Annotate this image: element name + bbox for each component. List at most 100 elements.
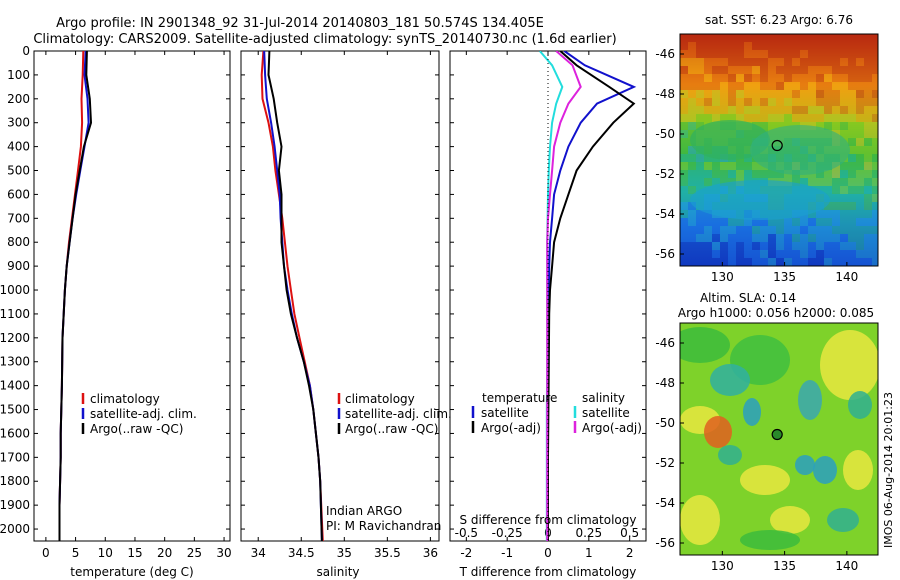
sst-pixel (848, 258, 856, 266)
sst-pixel (720, 114, 728, 122)
sla-lat-label: -56 (655, 536, 675, 550)
sst-pixel (832, 50, 840, 58)
sst-pixel (808, 178, 816, 186)
sst-pixel (760, 114, 768, 122)
sst-pixel (800, 106, 808, 114)
sst-pixel (752, 218, 760, 226)
sst-pixel (856, 226, 864, 234)
sst-pixel (720, 226, 728, 234)
sst-pixel (856, 82, 864, 90)
sst-pixel (792, 50, 800, 58)
sst-pixel (800, 178, 808, 186)
sst-pixel (848, 146, 856, 154)
sst-pixel (856, 74, 864, 82)
depth-tick-label: 1400 (0, 379, 30, 393)
sst-pixel (864, 106, 872, 114)
salinity-note-program: Indian ARGO (326, 504, 402, 518)
sst-pixel (832, 218, 840, 226)
sst-pixel (848, 50, 856, 58)
sst-pixel (856, 34, 864, 42)
sst-pixel (824, 50, 832, 58)
sst-pixel (784, 66, 792, 74)
sst-pixel (832, 90, 840, 98)
sst-pixel (744, 218, 752, 226)
sst-pixel (856, 234, 864, 242)
sst-pixel (768, 234, 776, 242)
sst-pixel (840, 74, 848, 82)
sst-pixel (864, 66, 872, 74)
sst-pixel (744, 34, 752, 42)
sst-pixel (816, 50, 824, 58)
sst-pixel (816, 82, 824, 90)
sst-pixel (816, 234, 824, 242)
sst-pixel (720, 42, 728, 50)
sst-pixel (864, 234, 872, 242)
x-tick-label: 35.5 (374, 546, 401, 560)
sst-pixel (872, 258, 878, 266)
sst-pixel (840, 186, 848, 194)
sst-pixel (856, 138, 864, 146)
sst-pixel (800, 50, 808, 58)
sst-pixel (704, 162, 712, 170)
sst-pixel (864, 34, 872, 42)
sst-pixel (848, 210, 856, 218)
sst-pixel (680, 58, 688, 66)
sst-pixel (784, 242, 792, 250)
sst-pixel (696, 42, 704, 50)
sst-pixel (840, 98, 848, 106)
sst-pixel (720, 178, 728, 186)
sst-pixel (792, 178, 800, 186)
sst-pixel (704, 74, 712, 82)
sst-pixel (832, 106, 840, 114)
sst-pixel (728, 258, 736, 266)
sst-pixel (864, 202, 872, 210)
sst-pixel (776, 218, 784, 226)
sst-pixel (840, 194, 848, 202)
sst-pixel (720, 58, 728, 66)
sst-pixel (848, 74, 856, 82)
sst-pixel (816, 98, 824, 106)
s-tick-label: 0.25 (575, 526, 602, 540)
sst-pixel (696, 162, 704, 170)
sst-pixel (824, 242, 832, 250)
sst-pixel (752, 58, 760, 66)
sst-pixel (688, 250, 696, 258)
sst-pixel (832, 114, 840, 122)
sst-pixel (696, 66, 704, 74)
sst-pixel (784, 258, 792, 266)
sst-pixel (848, 178, 856, 186)
sst-pixel (816, 258, 824, 266)
sst-pixel (768, 226, 776, 234)
sst-pixel (824, 234, 832, 242)
sst-pixel (736, 170, 744, 178)
depth-tick-label: 1500 (0, 403, 30, 417)
sst-pixel (760, 50, 768, 58)
sst-pixel (704, 250, 712, 258)
imos-credit: IMOS 06-Aug-2014 20:01:23 (882, 392, 895, 548)
sst-pixel (808, 90, 816, 98)
sst-pixel (840, 50, 848, 58)
sst-pixel (848, 34, 856, 42)
sst-pixel (840, 90, 848, 98)
sst-pixel (792, 98, 800, 106)
sst-lat-label: -48 (655, 87, 675, 101)
sst-pixel (744, 106, 752, 114)
sst-pixel (856, 186, 864, 194)
sst-pixel (792, 106, 800, 114)
sst-pixel (776, 234, 784, 242)
sst-pixel (760, 98, 768, 106)
sst-pixel (752, 42, 760, 50)
sst-pixel (840, 66, 848, 74)
sst-pixel (712, 242, 720, 250)
sst-pixel (712, 50, 720, 58)
sst-pixel (768, 90, 776, 98)
sst-pixel (752, 106, 760, 114)
sla-lon-label: 140 (835, 559, 858, 573)
sst-pixel (688, 58, 696, 66)
sst-pixel (848, 242, 856, 250)
sst-pixel (768, 114, 776, 122)
depth-tick-label: 400 (7, 140, 30, 154)
sla-anomaly (740, 530, 800, 550)
sst-pixel (856, 98, 864, 106)
